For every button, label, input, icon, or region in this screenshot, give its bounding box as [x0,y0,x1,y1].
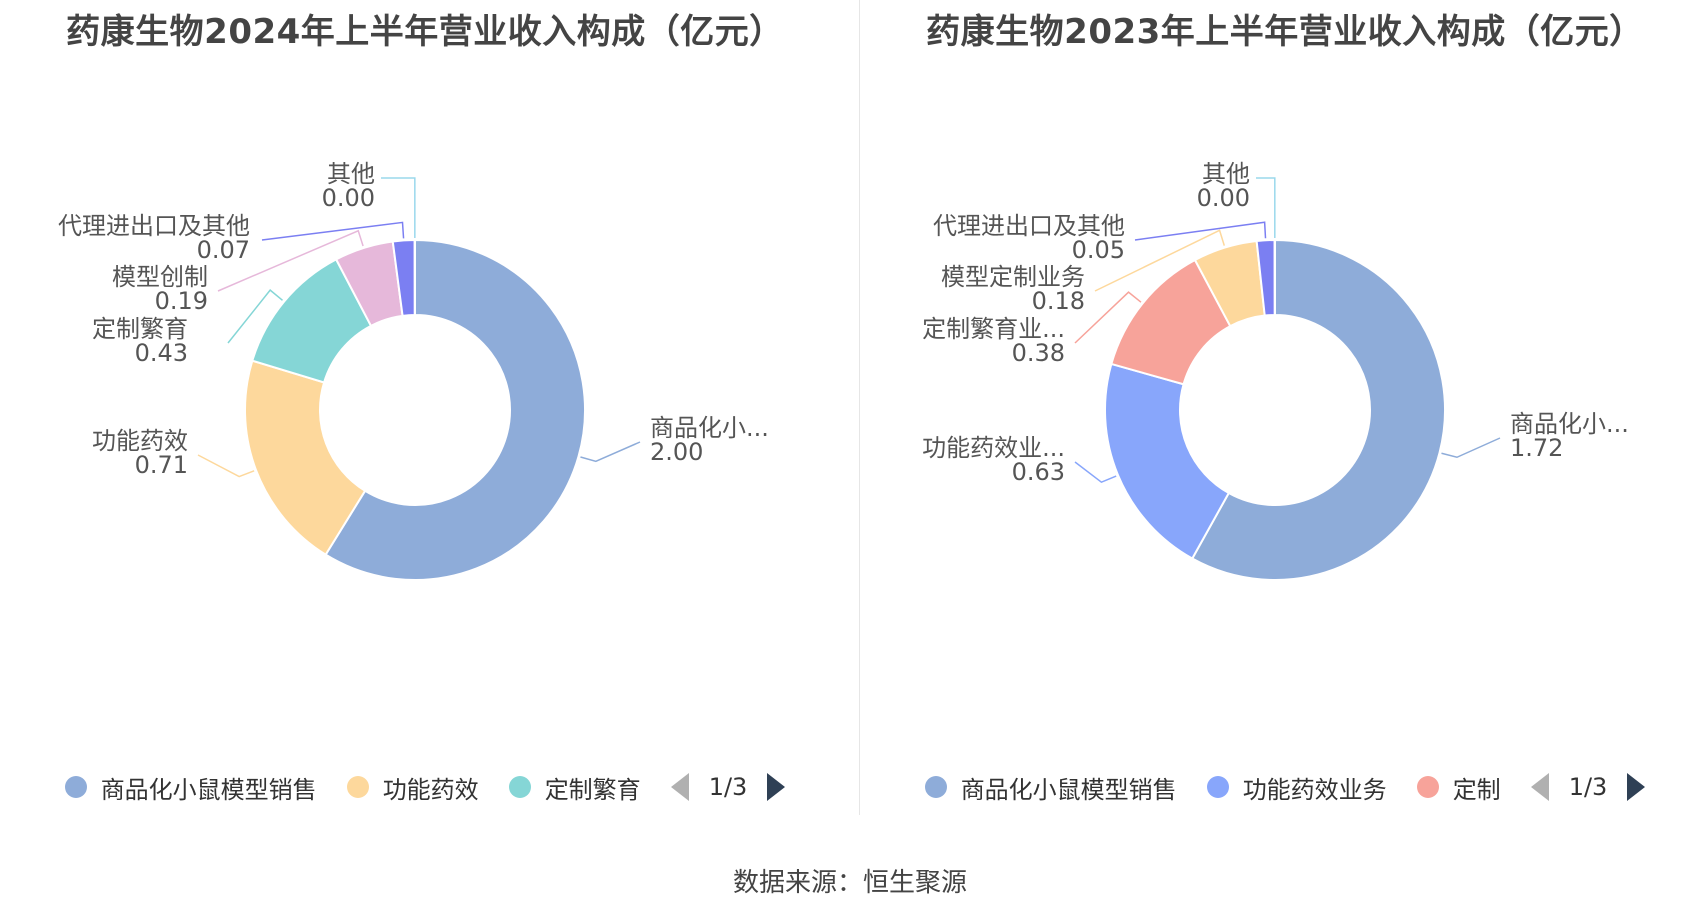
pager-text: 1/3 [708,773,748,801]
slice-name-label: 其他 [1202,160,1250,188]
slice-value-label: 0.38 [1012,339,1065,367]
legend-label: 商品化小鼠模型销售 [960,775,1177,804]
chart-title: 药康生物2023年上半年营业收入构成（亿元） [926,12,1644,52]
slice-value-label: 0.71 [135,451,188,479]
legend-label: 定制繁育 [544,775,641,804]
slice-value-label: 0.05 [1072,236,1125,264]
pager-prev-icon[interactable] [670,773,689,801]
slice-value-label: 0.00 [1197,184,1250,212]
slice-value-label: 0.00 [322,184,375,212]
pager-text: 1/3 [1568,773,1608,801]
donut-slice[interactable] [1104,362,1231,560]
legend-label: 功能药效业务 [1242,775,1387,804]
legend: 商品化小鼠模型销售 功能药效业务 定制 1/3 [860,767,1700,807]
slice-name-label: 其他 [327,160,375,188]
legend-label: 定制 [1452,775,1501,804]
slice-value-label: 0.63 [1012,458,1065,486]
leader-line [1094,229,1226,292]
slice-name-label: 模型定制业务 [941,263,1085,291]
legend-item[interactable]: 商品化小鼠模型销售 [64,770,317,805]
pager-next-icon[interactable] [767,773,786,801]
chart-panel-2023: 药康生物2023年上半年营业收入构成（亿元） 商品化小... 1.72 功能药效业.… [860,0,1700,820]
legend-marker [64,776,87,798]
legend-label: 商品化小鼠模型销售 [100,775,317,804]
leader-line [1256,177,1276,239]
legend-item[interactable]: 商品化小鼠模型销售 [924,770,1177,805]
legend-item[interactable]: 功能药效 [346,770,479,805]
leader-line [261,221,405,241]
chart-panel-2024: 药康生物2024年上半年营业收入构成（亿元） 商品化小... 2.00 功能药效 0.… [0,0,850,820]
leader-line [197,454,255,478]
slice-name-label: 模型创制 [112,263,208,291]
pager-next-icon[interactable] [1627,773,1646,801]
legend-marker [346,776,369,798]
slice-name-label: 功能药效业... [922,434,1065,462]
slice-value-label: 0.07 [197,236,250,264]
slice-name-label: 定制繁育 [92,315,188,343]
legend-item[interactable]: 定制繁育 [508,770,641,805]
donut-slice[interactable] [324,238,586,581]
leader-line [217,229,364,292]
leader-line [580,441,641,463]
leader-line [1074,461,1117,484]
slice-name-label: 代理进出口及其他 [933,212,1125,240]
slice-name-label: 功能药效 [92,427,188,455]
data-source: 数据来源：恒生聚源 [732,868,967,898]
legend-marker [1416,776,1439,798]
slice-value-label: 2.00 [650,438,703,466]
leader-line [1074,291,1142,344]
donut-slice[interactable] [1190,238,1446,581]
leader-line [1134,221,1267,241]
leader-line [381,177,416,239]
leader-line [1441,437,1501,459]
legend-item[interactable]: 功能药效业务 [1206,770,1387,805]
legend-item[interactable]: 定制 [1416,770,1501,805]
chart-title: 药康生物2024年上半年营业收入构成（亿元） [66,12,784,52]
pager-prev-icon[interactable] [1530,773,1549,801]
slice-name-label: 代理进出口及其他 [58,212,250,240]
slice-value-label: 1.72 [1510,434,1563,462]
legend-pager: 1/3 [670,773,786,801]
panel-divider [859,0,860,815]
leader-line [227,289,283,344]
legend-pager: 1/3 [1530,773,1646,801]
legend-marker [1206,776,1229,798]
slice-value-label: 0.18 [1032,287,1085,315]
legend-marker [924,776,947,798]
slice-value-label: 0.19 [155,287,208,315]
slice-name-label: 商品化小... [1510,410,1629,438]
donut-chart: 商品化小...1.72 功能药效业...0.63 定制繁育业...0.38 模型定制业… [922,160,1629,581]
legend-marker [508,776,531,798]
slice-name-label: 定制繁育业... [922,315,1065,343]
legend-label: 功能药效 [382,775,479,804]
donut-slice[interactable] [244,359,367,557]
slice-name-label: 商品化小... [650,414,769,442]
legend: 商品化小鼠模型销售 功能药效 定制繁育 1/3 [0,767,850,807]
slice-value-label: 0.43 [135,339,188,367]
